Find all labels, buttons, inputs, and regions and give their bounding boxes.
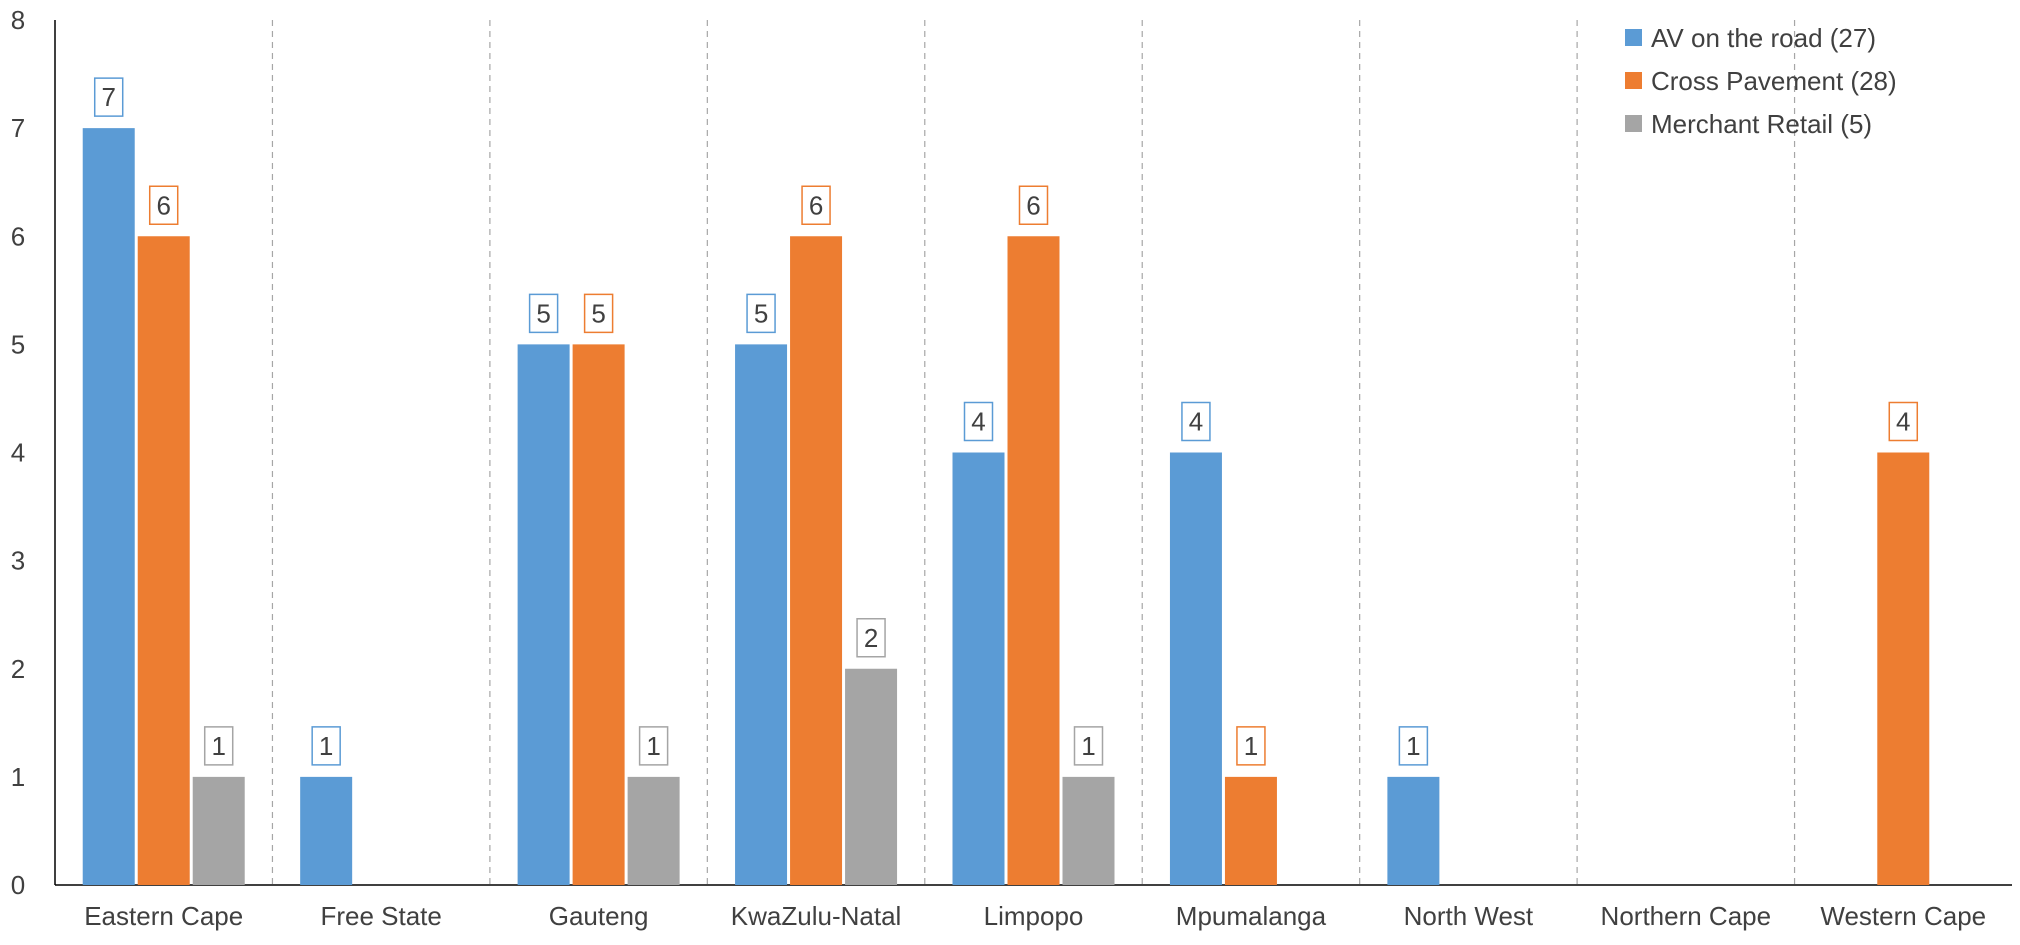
x-tick-label-eastern-cape: Eastern Cape <box>84 901 243 931</box>
bar-av-on-the-road-27-gauteng <box>517 344 570 885</box>
data-label: 6 <box>156 190 170 220</box>
data-label: 4 <box>1189 407 1203 437</box>
data-label: 7 <box>101 82 115 112</box>
data-label-box <box>963 401 994 442</box>
legend-swatch-cross-pavement-28 <box>1625 72 1642 89</box>
data-label: 5 <box>536 298 550 328</box>
data-label-box <box>1236 726 1266 766</box>
data-label-box <box>1398 726 1429 766</box>
data-label-box <box>856 618 886 658</box>
x-tick-label-northern-cape: Northern Cape <box>1601 901 1772 931</box>
legend-label-av-on-the-road-27: AV on the road (27) <box>1651 23 1876 53</box>
y-tick-label: 0 <box>11 870 25 900</box>
data-label-box <box>746 293 776 334</box>
data-label: 5 <box>591 298 605 328</box>
y-tick-label: 4 <box>11 438 25 468</box>
bar-av-on-the-road-27-eastern-cape <box>82 128 135 885</box>
y-tick-label: 1 <box>11 762 25 792</box>
bar-cross-pavement-28-western-cape <box>1877 452 1930 885</box>
x-tick-labels: Eastern Cape Free State Gauteng KwaZulu-Nat… <box>84 901 1986 931</box>
data-label: 1 <box>1406 731 1420 761</box>
data-label: 1 <box>211 731 225 761</box>
data-label-box <box>801 185 831 225</box>
data-label-box <box>93 77 124 117</box>
bar-merchant-retail-5-gauteng <box>627 776 680 885</box>
bar-av-on-the-road-27-mpumalanga <box>1169 452 1222 885</box>
bars <box>82 128 1930 885</box>
data-labels: 7 1 5 5 4 4 1 6 5 6 6 1 4 1 1 2 1 <box>93 77 1919 766</box>
data-label: 1 <box>1081 731 1095 761</box>
data-label: 1 <box>319 731 333 761</box>
bar-merchant-retail-5-kwazulu-natal <box>845 668 898 885</box>
legend-swatch-merchant-retail-5 <box>1625 115 1642 132</box>
data-label-box <box>528 293 559 334</box>
legend-swatch-av-on-the-road-27 <box>1625 29 1642 46</box>
bar-merchant-retail-5-eastern-cape <box>192 776 245 885</box>
bar-av-on-the-road-27-kwazulu-natal <box>735 344 788 885</box>
x-tick-label-limpopo: Limpopo <box>984 901 1084 931</box>
bar-av-on-the-road-27-north-west <box>1387 776 1440 885</box>
y-tick-label: 6 <box>11 221 25 251</box>
data-label-box <box>1888 401 1919 442</box>
bar-av-on-the-road-27-free-state <box>300 776 353 885</box>
x-tick-label-north-west: North West <box>1404 901 1534 931</box>
data-label: 1 <box>1244 731 1258 761</box>
data-label-box <box>1073 726 1104 766</box>
y-tick-label: 5 <box>11 329 25 359</box>
y-tick-label: 3 <box>11 546 25 576</box>
y-tick-labels: 0 1 2 3 4 5 6 7 8 <box>11 5 25 900</box>
data-label-box <box>1018 185 1049 225</box>
data-label-box <box>638 726 669 766</box>
bar-cross-pavement-28-gauteng <box>572 344 625 885</box>
bar-av-on-the-road-27-limpopo <box>952 452 1005 885</box>
legend-label-merchant-retail-5: Merchant Retail (5) <box>1651 109 1872 139</box>
bar-cross-pavement-28-limpopo <box>1007 236 1060 885</box>
y-tick-label: 7 <box>11 113 25 143</box>
data-label-box <box>203 726 234 766</box>
bar-merchant-retail-5-limpopo <box>1062 776 1115 885</box>
data-label-box <box>311 726 341 766</box>
legend-label-cross-pavement-28: Cross Pavement (28) <box>1651 66 1897 96</box>
y-tick-label: 8 <box>11 5 25 35</box>
bar-cross-pavement-28-kwazulu-natal <box>790 236 843 885</box>
x-tick-label-kwazulu-natal: KwaZulu-Natal <box>731 901 902 931</box>
data-label-box <box>583 293 614 334</box>
data-label: 6 <box>809 190 823 220</box>
bar-cross-pavement-28-mpumalanga <box>1224 776 1277 885</box>
data-label: 4 <box>1896 407 1910 437</box>
category-separators <box>271 20 1796 885</box>
x-tick-label-western-cape: Western Cape <box>1820 901 1986 931</box>
x-tick-label-free-state: Free State <box>320 901 441 931</box>
x-tick-label-gauteng: Gauteng <box>549 901 649 931</box>
data-label: 5 <box>754 298 768 328</box>
data-label-box <box>148 185 179 225</box>
bar-cross-pavement-28-eastern-cape <box>137 236 190 885</box>
data-label: 1 <box>646 731 660 761</box>
y-tick-label: 2 <box>11 654 25 684</box>
data-label: 4 <box>971 407 985 437</box>
x-tick-label-mpumalanga: Mpumalanga <box>1176 901 1327 931</box>
legend: AV on the road (27) Cross Pavement (28) Me… <box>1625 23 1897 139</box>
data-label: 2 <box>864 623 878 653</box>
data-label: 6 <box>1026 190 1040 220</box>
data-label-box <box>1181 401 1211 442</box>
